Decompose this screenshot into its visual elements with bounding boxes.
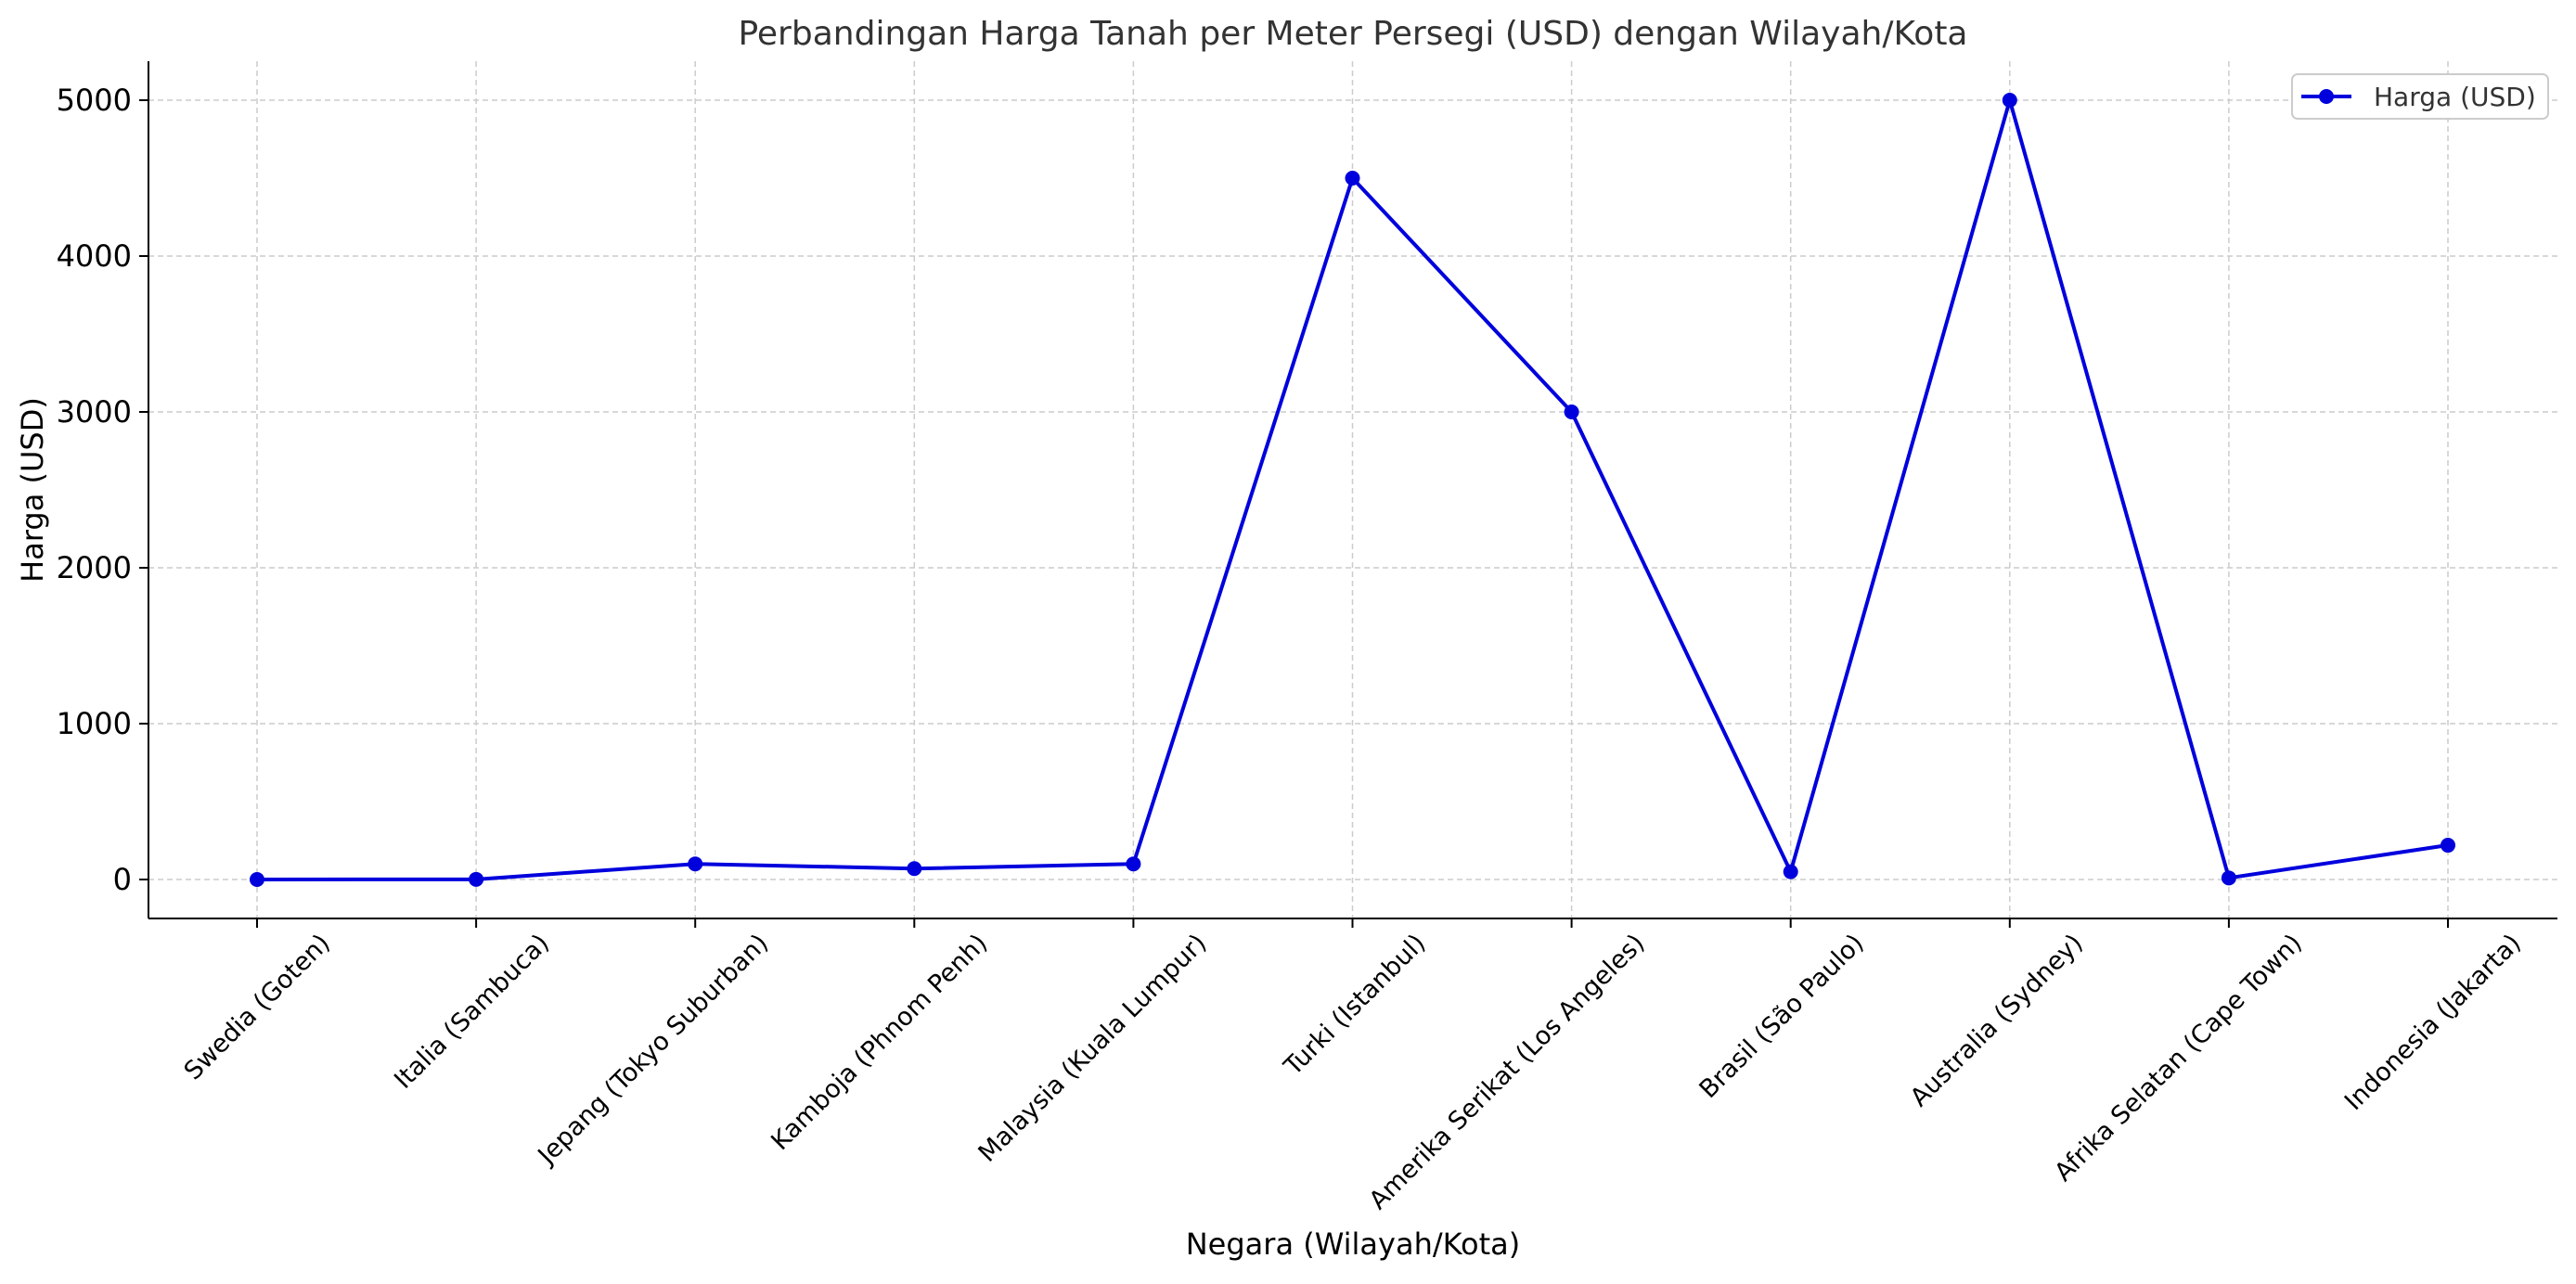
y-tick-label: 2000: [57, 550, 132, 585]
y-tick-label: 3000: [57, 394, 132, 430]
x-tick-label: Turki (Istanbul): [1278, 929, 1431, 1082]
x-tick-label: Malaysia (Kuala Lumpur): [973, 929, 1213, 1168]
y-tick-label: 5000: [57, 83, 132, 118]
data-point: [688, 856, 703, 872]
y-tick-label: 4000: [57, 238, 132, 274]
x-axis-label: Negara (Wilayah/Kota): [1186, 1226, 1521, 1262]
data-point: [250, 872, 264, 887]
legend: Harga (USD): [2291, 73, 2549, 120]
y-axis-label: Harga (USD): [15, 397, 50, 583]
legend-box: [2291, 73, 2549, 120]
data-point: [1126, 856, 1141, 872]
data-point: [1783, 864, 1798, 880]
x-tick-label: Jepang (Tokyo Suburban): [532, 929, 774, 1171]
data-point: [1564, 404, 1579, 419]
data-point: [2441, 838, 2455, 854]
y-tick-label: 1000: [57, 706, 132, 741]
x-tick-label: Indonesia (Jakarta): [2339, 929, 2527, 1116]
x-tick-label: Swedia (Goten): [179, 929, 336, 1085]
x-tick-label: Brasil (São Paulo): [1694, 929, 1870, 1104]
legend-point-marker: [2319, 89, 2334, 104]
data-point: [2221, 870, 2236, 886]
series: [250, 93, 2455, 887]
data-point: [469, 871, 484, 887]
y-axis-ticks: 0 1000 2000 3000 4000 5000: [57, 83, 148, 897]
grid: [148, 61, 2557, 918]
chart-title: Perbandingan Harga Tanah per Meter Perse…: [738, 15, 1967, 53]
y-tick-label: 0: [113, 862, 132, 897]
legend-label: Harga (USD): [2374, 82, 2536, 112]
data-point: [907, 861, 922, 877]
x-axis-ticks: Swedia (Goten) Italia (Sambuca)Jepang (To…: [179, 918, 2527, 1215]
x-tick-label: Afrika Selatan (Cape Town): [2049, 929, 2308, 1188]
x-tick-label: Italia (Sambuca): [389, 929, 555, 1095]
x-tick-label: Kamboja (Phnom Penh): [766, 929, 993, 1156]
data-point: [2002, 93, 2017, 108]
x-tick-label: Australia (Sydney): [1905, 929, 2089, 1112]
data-point: [1345, 171, 1360, 186]
